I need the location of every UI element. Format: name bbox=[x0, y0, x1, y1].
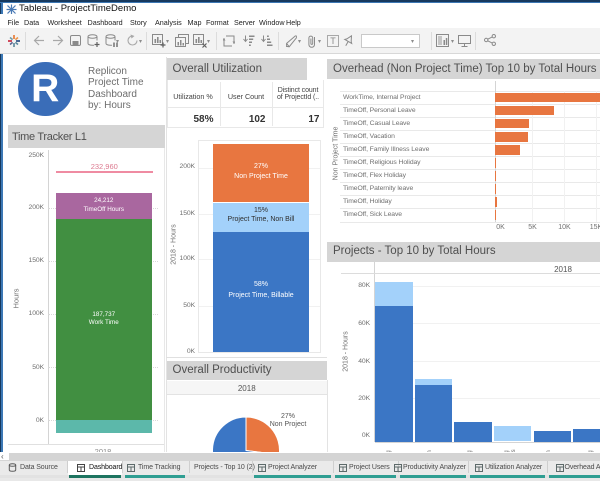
svg-text:T: T bbox=[330, 36, 336, 46]
